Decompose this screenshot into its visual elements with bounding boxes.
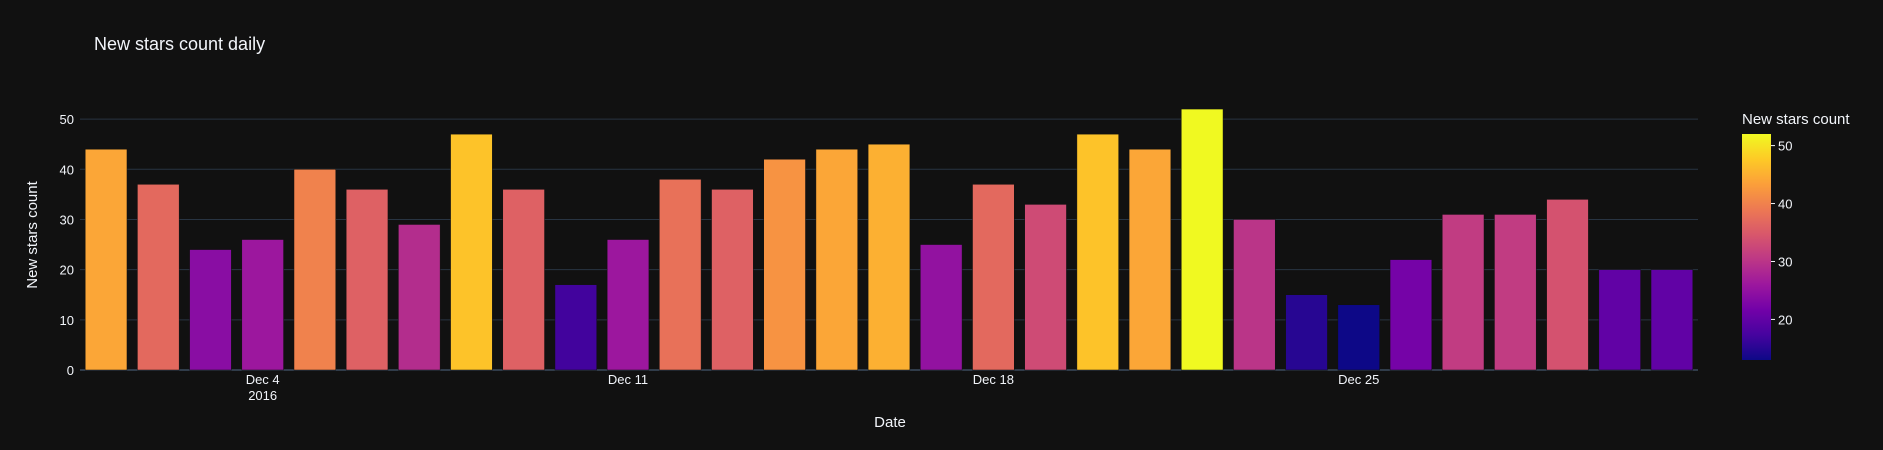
bar-2016-12-09 <box>502 189 545 371</box>
x-tick-label: Dec 18 <box>973 372 1014 387</box>
bar-2016-12-27 <box>1442 214 1485 371</box>
bar-2016-12-03 <box>189 249 232 371</box>
bar-2016-12-10 <box>554 284 597 371</box>
bar-2016-12-15 <box>815 148 858 371</box>
bar-2016-12-01 <box>84 148 128 371</box>
bar-2016-12-24 <box>1285 294 1328 371</box>
y-tick-label: 50 <box>60 112 74 127</box>
bar-2016-12-05 <box>293 169 336 371</box>
bar-2016-12-20 <box>1076 133 1119 371</box>
bar-2016-12-08 <box>450 133 493 371</box>
bar-2016-12-28 <box>1494 214 1537 371</box>
colorbar-title: New stars count <box>1742 111 1850 128</box>
bar-2016-12-25 <box>1337 304 1380 371</box>
bar-2016-12-21 <box>1128 148 1172 371</box>
bar-2016-12-14 <box>763 158 806 371</box>
bar-2016-12-26 <box>1389 259 1433 371</box>
bar-2016-12-12 <box>659 179 702 371</box>
x-tick-label: Dec 4 <box>246 372 280 387</box>
bar-2016-12-04 <box>241 239 284 371</box>
y-tick-label: 10 <box>60 313 74 328</box>
bar-2016-12-18 <box>972 184 1015 371</box>
y-tick-label: 0 <box>67 363 74 378</box>
y-tick-label: 30 <box>60 212 74 227</box>
colorbar-tick-label: 30 <box>1778 254 1792 269</box>
colorbar-tick-label: 20 <box>1778 312 1792 327</box>
y-axis-title: New stars count <box>24 180 41 288</box>
x-tick-sublabel: 2016 <box>248 388 277 403</box>
bar-2016-12-02 <box>137 184 180 371</box>
y-tick-label: 20 <box>60 263 74 278</box>
x-axis-title: Date <box>874 414 906 431</box>
chart-title: New stars count daily <box>94 34 265 54</box>
bar-2016-12-30 <box>1598 269 1641 371</box>
x-tick-label: Dec 25 <box>1338 372 1379 387</box>
y-axis: 0 10 20 30 40 50 <box>60 112 74 378</box>
bar-2016-12-16 <box>867 143 911 371</box>
bar-2016-12-29 <box>1546 199 1589 371</box>
bar-2016-12-07 <box>398 224 441 371</box>
bar-2016-12-13 <box>711 189 754 371</box>
colorbar-gradient <box>1742 134 1771 360</box>
y-tick-label: 40 <box>60 162 74 177</box>
bar-2016-12-06 <box>345 189 389 371</box>
bar-2016-12-22 <box>1181 108 1224 371</box>
bar-2016-12-19 <box>1024 204 1067 371</box>
colorbar-tick-label: 40 <box>1778 197 1792 212</box>
bar-2016-12-17 <box>920 244 963 371</box>
colorbar: New stars count 20 30 40 50 <box>1742 111 1850 360</box>
bar-2016-12-23 <box>1233 219 1276 371</box>
colorbar-tick-label: 50 <box>1778 139 1792 154</box>
bars <box>84 108 1694 371</box>
bar-2016-12-31 <box>1650 269 1694 371</box>
x-tick-label: Dec 11 <box>608 372 648 387</box>
bar-2016-12-11 <box>606 239 650 371</box>
